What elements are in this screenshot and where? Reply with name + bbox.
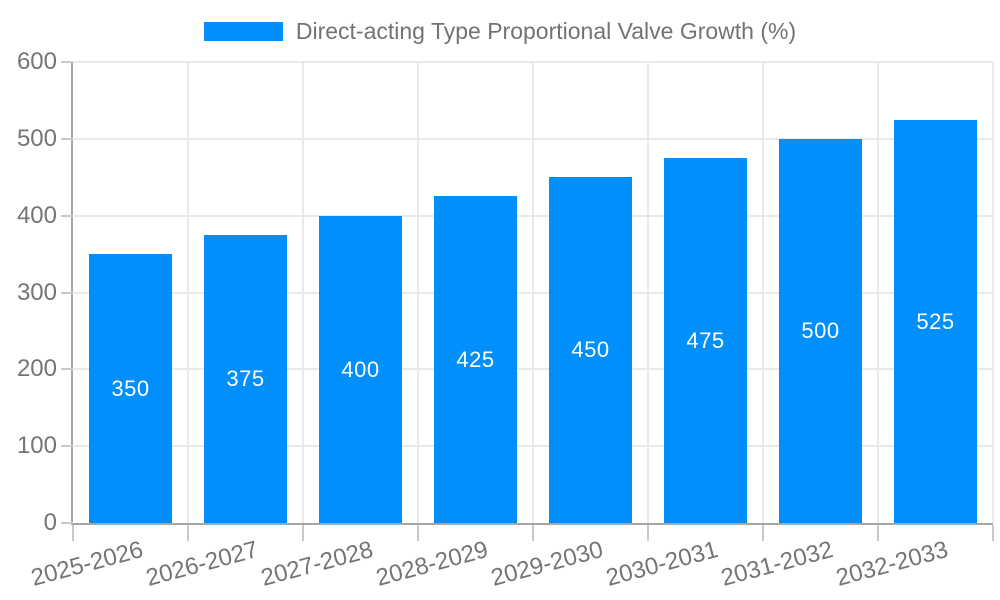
bar-value-label: 350	[111, 375, 150, 401]
x-axis-tick	[532, 525, 534, 541]
legend-label: Direct-acting Type Proportional Valve Gr…	[295, 18, 797, 44]
bar-value-label: 375	[226, 366, 265, 391]
x-axis-tick-label: 2025-2026	[27, 536, 146, 592]
x-axis-tick-label: 2028-2029	[372, 536, 491, 592]
y-axis-tick	[61, 445, 73, 448]
x-axis-tick-label: 2030-2031	[602, 536, 721, 592]
bar-value-label: 425	[456, 346, 495, 372]
gridline-vertical	[187, 62, 189, 523]
gridline-vertical	[532, 62, 534, 523]
y-axis-tick	[61, 214, 73, 217]
x-axis-tick	[72, 525, 74, 541]
gridline-vertical	[417, 62, 419, 523]
y-axis-tick	[61, 137, 73, 140]
gridline-vertical	[647, 62, 649, 523]
bar[interactable]: 475	[664, 158, 747, 523]
x-axis-tick	[187, 525, 189, 541]
bar[interactable]: 450	[549, 177, 632, 523]
x-axis-tick-label: 2032-2033	[832, 536, 951, 592]
bar-value-label: 400	[341, 356, 380, 382]
x-axis-tick	[877, 525, 879, 541]
bar[interactable]: 425	[434, 196, 517, 523]
bar[interactable]: 375	[204, 235, 287, 523]
y-axis-tick	[61, 291, 73, 294]
legend-swatch-icon	[203, 21, 283, 41]
y-axis-tick	[61, 368, 73, 371]
x-axis-tick	[647, 525, 649, 541]
gridline-vertical	[992, 62, 994, 523]
y-axis-tick-label: 100	[16, 432, 57, 460]
x-axis-tick	[762, 525, 764, 541]
gridline-vertical	[762, 62, 764, 523]
y-axis-tick-label: 300	[16, 278, 57, 306]
x-axis-tick	[992, 525, 994, 541]
bar-value-label: 475	[686, 327, 725, 353]
bar[interactable]: 400	[319, 216, 402, 523]
x-axis-line	[71, 523, 993, 525]
x-axis-tick-label: 2026-2027	[142, 536, 261, 592]
y-axis-tick-label: 400	[16, 201, 57, 229]
legend: Direct-acting Type Proportional Valve Gr…	[0, 14, 1000, 48]
y-axis-line	[71, 62, 73, 525]
y-axis-tick-label: 600	[16, 48, 57, 75]
bar-value-label: 525	[916, 308, 955, 334]
gridline-vertical	[877, 62, 879, 523]
y-axis-tick-label: 500	[16, 124, 57, 152]
bar[interactable]: 525	[894, 120, 977, 523]
x-axis-tick	[417, 525, 419, 541]
legend-item[interactable]: Direct-acting Type Proportional Valve Gr…	[203, 14, 797, 48]
bar[interactable]: 500	[779, 139, 862, 523]
x-axis-tick	[302, 525, 304, 541]
bar[interactable]: 350	[89, 254, 172, 523]
bar-value-label: 450	[571, 337, 610, 362]
y-axis-tick-label: 200	[16, 355, 57, 383]
y-axis-tick-label: 0	[43, 509, 57, 536]
y-axis-tick	[61, 61, 73, 63]
y-axis-tick	[61, 522, 73, 524]
gridline-vertical	[302, 62, 304, 523]
x-axis-tick-label: 2027-2028	[257, 536, 376, 592]
x-axis-tick-label: 2029-2030	[487, 536, 606, 592]
x-axis-tick-label: 2031-2032	[717, 536, 836, 592]
bar-value-label: 500	[801, 318, 840, 343]
